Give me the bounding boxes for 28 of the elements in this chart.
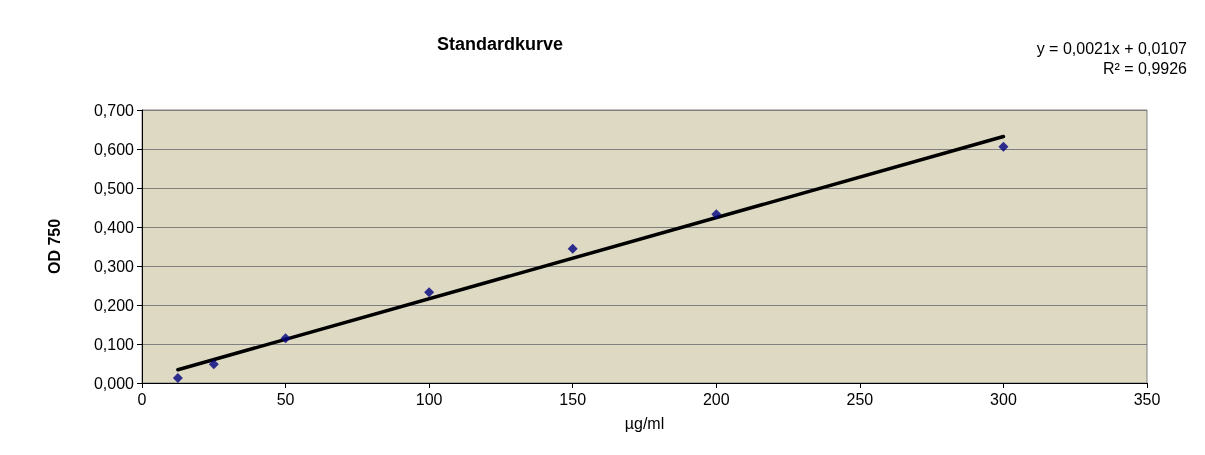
y-tick-label: 0,500: [93, 179, 135, 197]
text: R² = 0,9926: [1102, 59, 1188, 77]
point: [711, 209, 722, 220]
x-tick-label: 50: [276, 390, 295, 408]
y-tick-label: 0,400: [93, 218, 135, 236]
point: [172, 372, 183, 383]
y-tick-label: 0,300: [93, 257, 135, 275]
x-tick-label: 0: [137, 390, 147, 408]
y-tick-label: 0,000: [93, 374, 135, 392]
chart-title: Standardkurve: [436, 34, 564, 54]
x-tick-label: 100: [415, 390, 443, 408]
x-tick-label: 350: [1133, 390, 1161, 408]
y-tick-label: 0,600: [93, 140, 135, 158]
x-tick-label: 300: [990, 390, 1017, 408]
point: [208, 359, 219, 370]
x-tick-label: 250: [846, 390, 874, 408]
x-axis-title: µg/ml: [624, 414, 665, 432]
y-tick-label: 0,200: [93, 296, 135, 314]
text: y = 0,0021x + 0,0107: [1036, 39, 1188, 57]
point: [280, 333, 291, 344]
x-tick-label: 150: [559, 390, 587, 408]
point: [424, 287, 435, 298]
y-axis-title: OD 750: [45, 218, 63, 275]
point: [998, 141, 1009, 152]
point: [567, 243, 578, 254]
y-tick-label: 0,700: [93, 101, 135, 119]
y-tick-label: 0,100: [93, 335, 135, 353]
x-tick-label: 200: [702, 390, 730, 408]
